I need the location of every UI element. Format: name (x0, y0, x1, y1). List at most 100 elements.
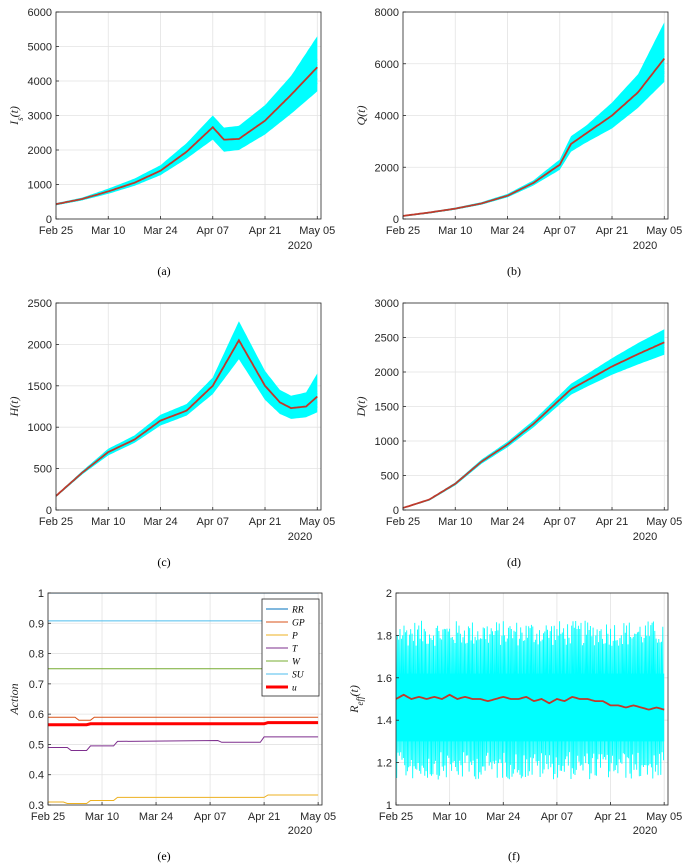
legend: RR GP PTW SU u (261, 598, 320, 697)
ensemble-realization (56, 68, 318, 205)
axes-box (55, 302, 322, 511)
legend-label-su: SU (292, 671, 305, 681)
year-label: 2020 (633, 825, 657, 837)
y-tick-label: 0.4 (29, 770, 44, 782)
y-tick-label: 1.2 (377, 758, 392, 770)
y-tick-label: 2500 (28, 298, 52, 310)
ensemble-realization (56, 352, 318, 497)
ensemble-realization (403, 58, 665, 217)
y-tick-label: 2000 (375, 367, 399, 379)
ensemble-band (403, 22, 665, 217)
ensemble-realization (403, 56, 665, 217)
y-axis-label: Action (7, 683, 21, 715)
ensemble-realization (56, 69, 318, 205)
x-tick-label: Mar 10 (91, 225, 125, 237)
ensemble-realization (56, 338, 318, 497)
y-axis-label-post: (t) (347, 685, 361, 696)
year-label: 2020 (633, 531, 657, 543)
y-tick-label: 2000 (28, 339, 52, 351)
y-tick-label: 2000 (28, 145, 52, 157)
x-tick-label: Mar 24 (486, 811, 520, 823)
legend-label-rr: RR (291, 606, 304, 616)
series-line-p (48, 794, 319, 804)
y-axis-label: H(t) (7, 396, 21, 417)
x-tick-label: Apr 07 (197, 516, 229, 528)
x-tick-label: Feb 25 (379, 811, 413, 823)
y-axis-label-base: Q (354, 117, 368, 126)
ensemble-realization (56, 348, 318, 497)
x-tick-label: Feb 25 (31, 811, 65, 823)
panel-caption: (e) (157, 849, 170, 863)
x-tick-label: May 05 (646, 811, 682, 823)
y-tick-label: 1 (38, 588, 44, 600)
plot-area (56, 36, 318, 206)
mean-line (396, 693, 665, 711)
y-axis-label-base: R (347, 705, 361, 714)
y-tick-label: 1 (386, 800, 392, 812)
ensemble-realization (56, 334, 318, 496)
y-tick-label: 0.6 (29, 709, 44, 721)
y-tick-label: 500 (34, 464, 52, 476)
ensemble-realization (56, 62, 318, 205)
y-tick-label: 1000 (28, 180, 52, 192)
legend-label-u: u (292, 684, 297, 694)
y-tick-label: 1000 (375, 436, 399, 448)
y-tick-label: 0 (46, 214, 52, 226)
year-label: 2020 (633, 240, 657, 252)
ensemble-realization (403, 347, 665, 509)
ensemble-realization (56, 351, 318, 497)
panel-caption: (d) (507, 555, 521, 569)
ensemble-realization (56, 344, 318, 497)
x-tick-label: Apr 21 (248, 811, 280, 823)
y-tick-label: 0.5 (29, 739, 44, 751)
x-tick-label: Feb 25 (39, 516, 73, 528)
series-line-u (48, 721, 319, 727)
x-tick-label: Apr 07 (194, 811, 226, 823)
x-tick-label: Apr 07 (541, 811, 573, 823)
axes-box (395, 592, 669, 806)
ensemble-realization (56, 68, 318, 205)
y-axis-label-post: (t) (7, 396, 21, 407)
y-tick-label: 1.8 (377, 630, 392, 642)
y-axis-label-post: (t) (7, 106, 21, 117)
panel-caption: (a) (157, 264, 170, 278)
y-tick-label: 4000 (28, 76, 52, 88)
y-tick-label: 2500 (375, 333, 399, 345)
ensemble-realization (56, 67, 318, 205)
y-axis-label: Reff(t) (347, 685, 365, 714)
panel-caption: (c) (157, 555, 170, 569)
ensemble-realization (56, 66, 318, 205)
y-axis-label: Q(t) (354, 105, 368, 125)
mean-line (56, 338, 318, 497)
y-tick-label: 1500 (28, 381, 52, 393)
x-tick-label: May 05 (646, 225, 682, 237)
plot-area (396, 620, 665, 780)
y-tick-label: 0.8 (29, 649, 44, 661)
x-tick-label: Mar 10 (433, 811, 467, 823)
ensemble-realization (403, 348, 665, 509)
y-axis-label-base: I (7, 120, 21, 126)
x-tick-label: Mar 24 (139, 811, 173, 823)
y-tick-label: 2000 (375, 162, 399, 174)
x-tick-label: Apr 07 (544, 516, 576, 528)
x-tick-label: Apr 21 (594, 811, 626, 823)
axes-box (47, 592, 323, 806)
y-tick-label: 4000 (375, 111, 399, 123)
y-tick-label: 500 (381, 471, 399, 483)
x-tick-label: Apr 21 (596, 516, 628, 528)
x-tick-label: Apr 21 (249, 225, 281, 237)
y-tick-label: 0.7 (29, 679, 44, 691)
y-axis-label-sub: s (15, 117, 25, 121)
y-axis-label: Is(t) (7, 106, 25, 126)
y-tick-label: 3000 (375, 298, 399, 310)
chart-panel-b: Feb 25 Mar 10 Mar 24 Apr 07 Apr 21 May 05 0 200… (354, 7, 682, 278)
x-tick-label: Apr 21 (596, 225, 628, 237)
ensemble-realization (56, 63, 318, 205)
x-tick-label: Mar 10 (85, 811, 119, 823)
ensemble-realization (56, 352, 318, 497)
x-tick-label: Apr 21 (249, 516, 281, 528)
y-axis-label-base: D (354, 408, 368, 418)
y-tick-label: 0 (393, 505, 399, 517)
plot-area (403, 22, 666, 217)
